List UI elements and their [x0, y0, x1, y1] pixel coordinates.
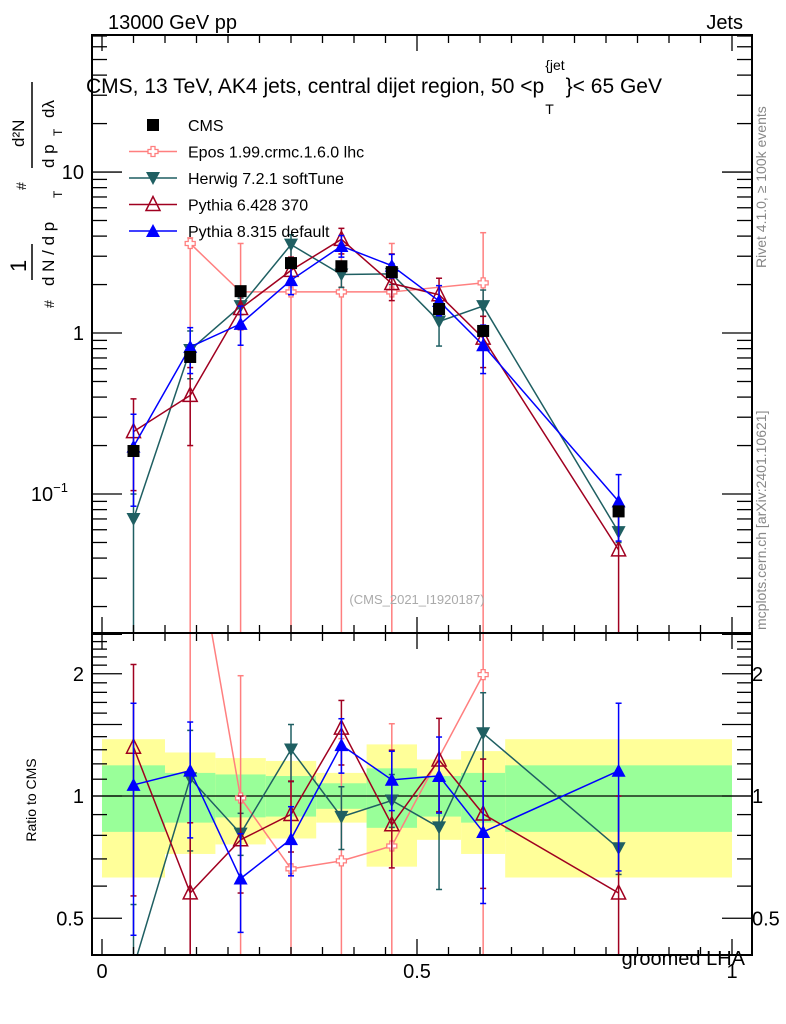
series-0-point [477, 668, 489, 681]
x-tick-label: 0 [96, 961, 107, 983]
series-3-point [384, 772, 399, 786]
legend-marker [146, 172, 160, 185]
y-label-subscript-2: T [51, 128, 65, 136]
cms-data-point [335, 260, 348, 273]
y-label-dlambda: dλ [39, 100, 58, 118]
legend-marker [147, 119, 159, 131]
series-3-point [183, 763, 198, 777]
series-2-point [610, 883, 627, 900]
y-tick-label: 10 [62, 162, 84, 184]
y-axis-label: 1 d N / d p T # d²N d p T dλ # [6, 82, 65, 308]
series-2-point [181, 385, 199, 403]
series-3-point [476, 338, 491, 352]
series-0-point [477, 277, 489, 289]
cms-data-point [127, 445, 140, 458]
legend-label: CMS [188, 118, 224, 135]
series-3-point [334, 239, 349, 253]
series-1-line [132, 243, 620, 533]
legend: CMS Epos 1.99.crmc.1.6.0 lhc Herwig 7.2.1 … [129, 118, 364, 241]
legend-marker [147, 145, 159, 158]
x-tick-label: 0.5 [403, 961, 431, 983]
ratio-tick-label-left: 1 [73, 786, 84, 808]
y-tick-exponent: −1 [53, 480, 68, 495]
y-label-denominator-2: d p [39, 144, 58, 168]
rivet-version-label: Rivet 4.1.0, ≥ 100k events [753, 106, 769, 268]
cms-data-point [477, 324, 490, 337]
series-1-point [284, 743, 298, 757]
legend-label: Epos 1.99.crmc.1.6.0 lhc [188, 145, 364, 162]
series-3-point [611, 763, 626, 777]
series-3-point [334, 738, 349, 752]
y-label-hash: # [41, 300, 57, 308]
series-0-point [184, 237, 196, 250]
series-1-point [334, 810, 349, 824]
y-label-numerator-2: d²N [9, 120, 28, 147]
series-0-line [210, 633, 484, 870]
main-panel-marks [125, 227, 627, 633]
y-label-denominator: d N / d p [39, 222, 58, 286]
y-label-hash-2: # [13, 182, 29, 190]
y-label-subscript: T [51, 190, 65, 198]
x-tick-label: 1 [726, 961, 737, 983]
chart-title-subscript: T [545, 101, 554, 117]
series-3-point [183, 339, 198, 353]
legend-marker [144, 194, 162, 212]
legend-marker [146, 224, 160, 237]
y-label-numerator: 1 [6, 260, 31, 272]
ratio-tick-label-right: 2 [752, 664, 763, 686]
cms-data-point [385, 266, 398, 279]
legend-label: Pythia 6.428 370 [188, 198, 308, 215]
series-0-point [335, 855, 348, 867]
header-left: 13000 GeV pp [108, 12, 237, 34]
ratio-panel-frame [91, 632, 753, 956]
series-3-point [284, 832, 298, 846]
y-tick-label: 10−1 [31, 480, 68, 506]
series-0-line [189, 242, 484, 293]
cms-data-point [612, 505, 625, 518]
y-tick-label: 1 [73, 323, 84, 345]
series-1-point [432, 821, 447, 835]
ratio-tick-label-left: 2 [73, 664, 84, 686]
series-1-point [284, 238, 298, 252]
series-3-point [432, 768, 447, 782]
series-3-point [284, 273, 298, 287]
series-3-point [611, 494, 626, 508]
ratio-panel-marks [125, 633, 627, 955]
series-1-point [432, 315, 447, 329]
series-2-point [383, 815, 401, 832]
ratio-tick-label-left: 0.5 [56, 908, 84, 930]
series-1-point [476, 300, 491, 314]
chart-title-end: }< 65 GeV [566, 75, 662, 98]
series-3-point [233, 316, 248, 330]
series-3-line [132, 245, 620, 502]
cms-data-point [234, 285, 247, 298]
chart-title: CMS, 13 TeV, AK4 jets, central dijet reg… [86, 75, 544, 98]
series-0-point [335, 286, 348, 298]
series-2-point [610, 540, 627, 557]
series-1-point [126, 512, 141, 526]
x-axis-label: groomed LHA [622, 948, 746, 970]
watermark: (CMS_2021_I1920187) [349, 592, 484, 607]
header-right: Jets [706, 12, 743, 34]
series-3-point [126, 777, 141, 791]
ratio-tick-label-right: 1 [752, 786, 763, 808]
ratio-y-axis-label: Ratio to CMS [23, 758, 39, 841]
chart-title-superscript: {jet [545, 57, 565, 73]
mcplots-source-label: mcplots.cern.ch [arXiv:2401.10621] [753, 411, 769, 630]
series-2-line [133, 238, 620, 551]
legend-label: Pythia 8.315 default [188, 224, 330, 241]
series-1-point [476, 727, 491, 741]
cms-data-point [184, 350, 197, 363]
series-2-point [383, 273, 401, 291]
cms-data-point [433, 303, 446, 316]
legend-label: Herwig 7.2.1 softTune [188, 171, 344, 188]
ratio-tick-label-right: 0.5 [752, 908, 780, 930]
series-3-point [233, 871, 248, 885]
series-3-point [476, 824, 491, 838]
series-2-point [181, 883, 199, 900]
cms-data-point [285, 257, 297, 270]
